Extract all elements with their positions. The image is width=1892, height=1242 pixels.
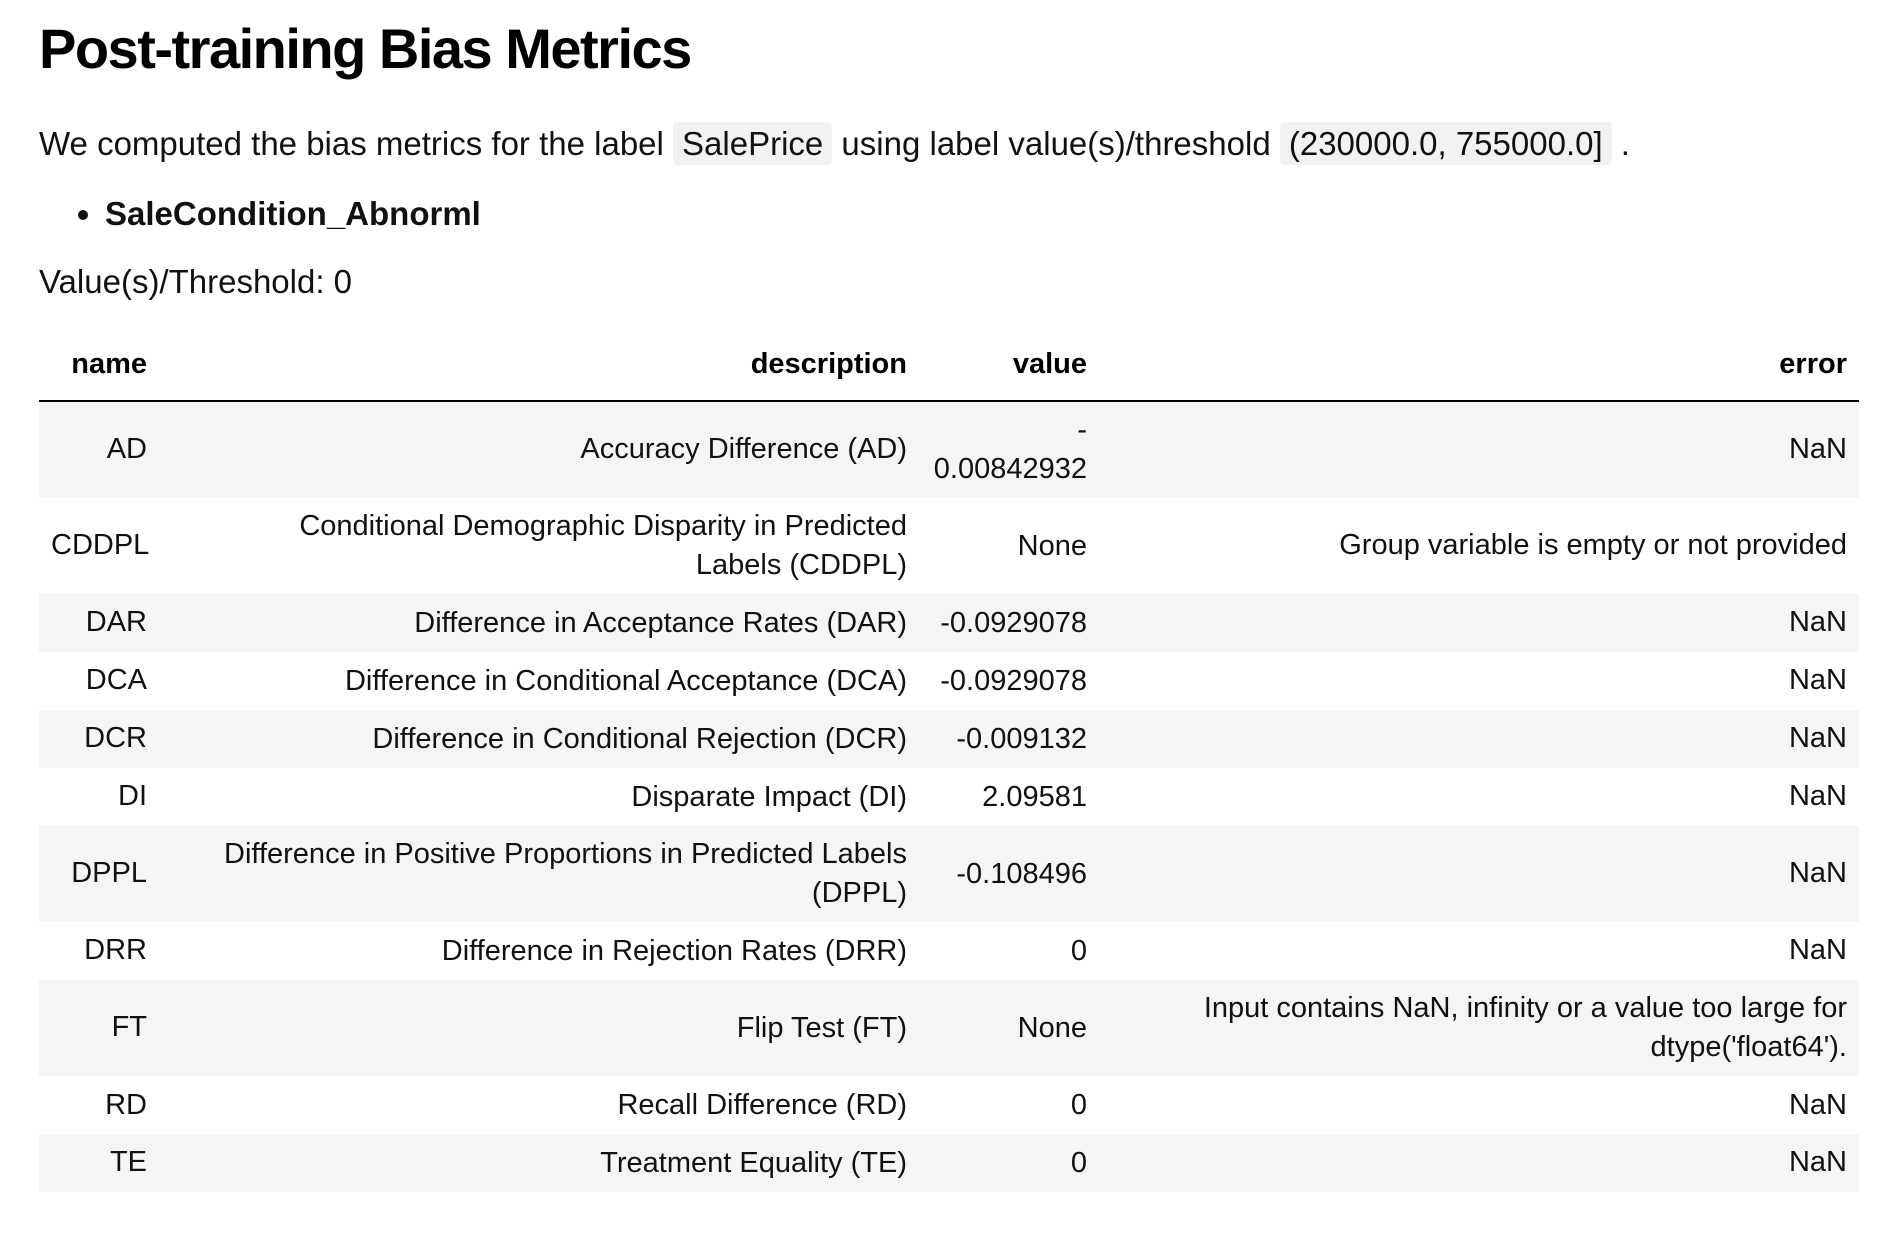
cell-metric-description: Difference in Conditional Acceptance (DC…: [344, 664, 907, 697]
table-row: RD Recall Difference (RD) 0 NaN: [39, 1076, 1859, 1134]
cell-metric-error: NaN: [1788, 433, 1847, 466]
facet-name: SaleCondition_Abnorml: [105, 195, 481, 233]
table-row: DI Disparate Impact (DI) 2.09581 NaN: [39, 768, 1859, 826]
cell-metric-description: Treatment Equality (TE): [600, 1146, 907, 1179]
cell-metric-description: Difference in Acceptance Rates (DAR): [414, 606, 907, 639]
cell-metric-name: DI: [118, 780, 147, 813]
column-header-value: value: [919, 335, 1099, 402]
cell-metric-description: Conditional Demographic Disparity in Pre…: [299, 509, 907, 581]
facet-item: SaleCondition_Abnorml: [105, 191, 1853, 237]
cell-metric-error: NaN: [1788, 780, 1847, 813]
cell-metric-description: Recall Difference (RD): [617, 1088, 907, 1121]
facet-list: SaleCondition_Abnorml: [39, 191, 1853, 237]
cell-metric-description: Accuracy Difference (AD): [580, 433, 907, 466]
bias-metrics-table: name description value error AD Accuracy…: [39, 335, 1859, 1192]
cell-metric-description: Flip Test (FT): [736, 1011, 907, 1044]
cell-metric-error: Input contains NaN, infinity or a value …: [1203, 991, 1847, 1064]
table-header-row: name description value error: [39, 335, 1859, 402]
table-row: CDDPL Conditional Demographic Disparity …: [39, 498, 1859, 594]
cell-metric-value: 0: [1070, 1146, 1087, 1179]
cell-metric-value: None: [1017, 529, 1087, 562]
cell-metric-name: CDDPL: [51, 529, 150, 562]
facet-threshold-line: Value(s)/Threshold: 0: [39, 263, 353, 301]
cell-metric-name: FT: [111, 1011, 147, 1044]
cell-metric-error: NaN: [1788, 722, 1847, 755]
cell-metric-name: DAR: [85, 606, 147, 639]
table-row: AD Accuracy Difference (AD) -​0.00842932…: [39, 400, 1859, 498]
cell-metric-description: Difference in Conditional Rejection (DCR…: [372, 722, 907, 755]
cell-metric-error: Group variable is empty or not provided: [1339, 529, 1847, 562]
intro-paragraph: We computed the bias metrics for the lab…: [39, 121, 1853, 167]
threshold-code: (230000.0, 755000.0]: [1279, 122, 1612, 165]
column-header-error: error: [1099, 335, 1859, 402]
cell-metric-description: Difference in Rejection Rates (DRR): [441, 934, 907, 967]
intro-text-3: .: [1611, 125, 1630, 162]
table-row: TE Treatment Equality (TE) 0 NaN: [39, 1134, 1859, 1192]
cell-metric-name: TE: [109, 1146, 147, 1179]
cell-metric-value: 0: [1070, 1088, 1087, 1121]
cell-metric-error: NaN: [1788, 934, 1847, 967]
cell-metric-name: AD: [106, 433, 147, 466]
table-row: DRR Difference in Rejection Rates (DRR) …: [39, 922, 1859, 980]
cell-metric-name: DCR: [84, 722, 147, 755]
cell-metric-error: NaN: [1788, 606, 1847, 639]
cell-metric-value: -​0.0929078: [940, 664, 1087, 697]
cell-metric-error: NaN: [1788, 1146, 1847, 1179]
cell-metric-name: DCA: [85, 664, 147, 697]
cell-metric-error: NaN: [1788, 664, 1847, 697]
cell-metric-value: 0: [1070, 934, 1087, 967]
cell-metric-error: NaN: [1788, 1088, 1847, 1121]
column-header-description: description: [159, 335, 919, 402]
cell-metric-error: NaN: [1788, 857, 1847, 890]
cell-metric-description: Disparate Impact (DI): [631, 780, 907, 813]
bias-table-body: AD Accuracy Difference (AD) -​0.00842932…: [39, 400, 1859, 1192]
cell-metric-value: None: [1017, 1011, 1087, 1044]
cell-metric-value: 2.09581: [982, 780, 1087, 813]
cell-metric-description: Difference in Positive Proportions in Pr…: [224, 837, 907, 909]
cell-metric-name: DRR: [84, 934, 147, 967]
cell-metric-name: RD: [105, 1088, 147, 1121]
cell-metric-value: -​0.0929078: [940, 606, 1087, 639]
cell-metric-value: -​0.00842932: [933, 413, 1087, 485]
table-row: DCR Difference in Conditional Rejection …: [39, 709, 1859, 768]
cell-metric-value: -​0.108496: [956, 857, 1087, 890]
label-code: SalePrice: [673, 122, 833, 165]
table-row: DCA Difference in Conditional Acceptance…: [39, 652, 1859, 710]
page-title: Post-training Bias Metrics: [39, 17, 692, 80]
intro-text-1: We computed the bias metrics for the lab…: [39, 125, 674, 162]
cell-metric-value: -​0.009132: [956, 722, 1087, 755]
table-row: DAR Difference in Acceptance Rates (DAR)…: [39, 594, 1859, 652]
column-header-name: name: [39, 335, 159, 402]
cell-metric-name: DPPL: [71, 857, 147, 890]
intro-text-2: using label value(s)/threshold: [832, 125, 1280, 162]
table-row: DPPL Difference in Positive Proportions …: [39, 825, 1859, 922]
table-row: FT Flip Test (FT) None Input contains Na…: [39, 979, 1859, 1077]
